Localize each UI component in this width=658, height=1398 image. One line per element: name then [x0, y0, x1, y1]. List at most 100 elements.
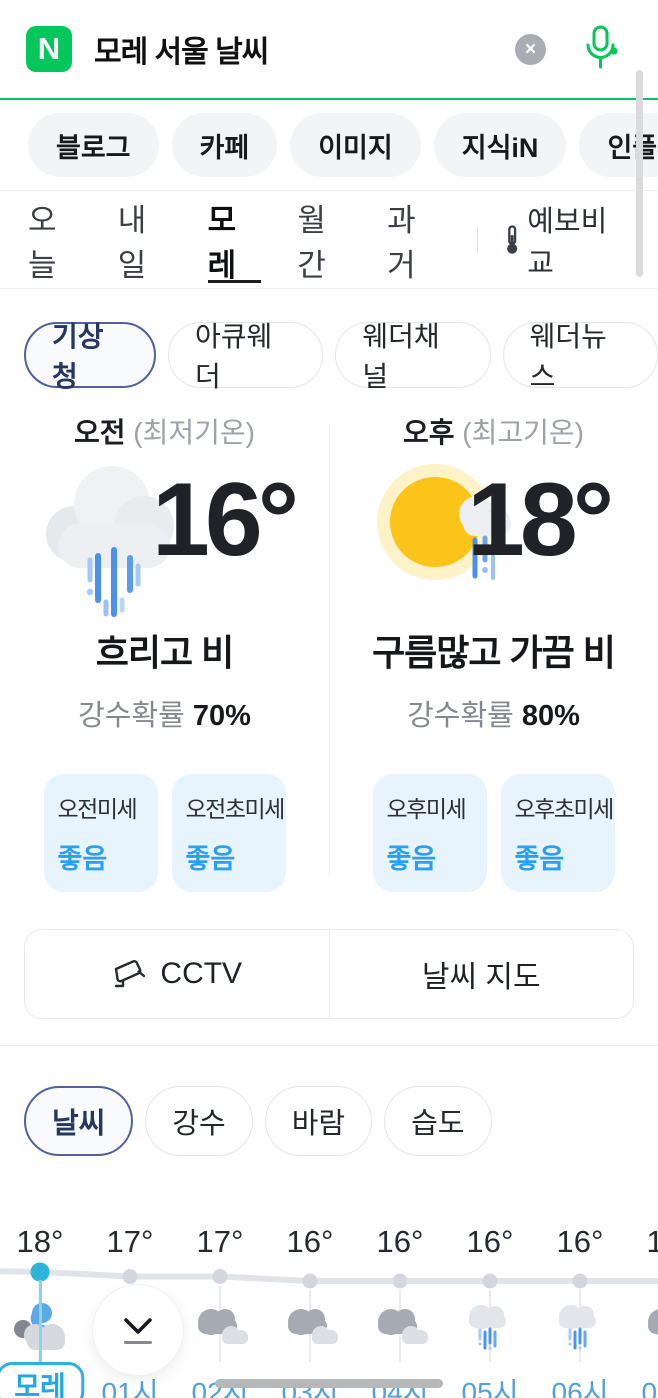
- am-precip-value: 70%: [192, 700, 251, 732]
- pm-header: 오후 (최고기온): [329, 418, 658, 448]
- weather-tab-bar: 오늘 내일 모레 월간 과거 예보비교: [0, 191, 658, 289]
- pm-condition: 구름많고 가끔 비: [372, 632, 616, 673]
- dust-label-am-ultrafine: 오전초미세: [185, 796, 286, 822]
- action-divider: [328, 930, 330, 1018]
- cctv-icon: [115, 960, 146, 988]
- pm-period-label: 오후: [402, 417, 455, 448]
- hour-time-6[interactable]: 06시: [551, 1377, 609, 1398]
- column-divider: [329, 424, 330, 876]
- am-dust-cards: 오전미세 좋음 오전초미세 좋음: [0, 774, 329, 892]
- dust-value-pm-fine: 좋음: [386, 844, 437, 874]
- cctv-label: CCTV: [160, 957, 243, 990]
- hour-temp-7: 16°: [646, 1224, 658, 1259]
- source-tab-kma[interactable]: 기상청: [24, 321, 156, 392]
- am-condition: 흐리고 비: [95, 632, 234, 673]
- nav-tab-blog[interactable]: 블로그: [28, 113, 159, 177]
- rain-cloud-icon: [46, 466, 174, 617]
- dust-label-am-fine: 오전미세: [57, 796, 138, 822]
- view-tab-precipitation[interactable]: 강수: [145, 1086, 253, 1156]
- tab-divider: [476, 226, 478, 253]
- hour-temp-5: 16°: [466, 1224, 514, 1259]
- pm-dust-cards: 오후미세 좋음 오후초미세 좋음: [329, 774, 658, 892]
- am-period-label: 오전: [73, 417, 126, 448]
- pm-precip-label: 강수확률: [407, 700, 514, 732]
- current-hour-pill: 모레: [0, 1362, 84, 1398]
- hour-temp-2: 17°: [196, 1224, 244, 1259]
- nav-tab-cafe[interactable]: 카페: [171, 113, 278, 177]
- chevron-down-icon: [124, 1318, 152, 1334]
- weather-map-button[interactable]: 날씨 지도: [330, 930, 634, 1018]
- am-visual: 16°: [0, 452, 329, 620]
- horizontal-scrollbar-thumb[interactable]: [215, 1379, 443, 1388]
- collapse-chart-button[interactable]: [92, 1284, 184, 1376]
- am-range-label: (최저기온): [133, 417, 255, 448]
- source-tab-weather-channel[interactable]: 웨더채널: [335, 321, 491, 392]
- thermometer-icon: [507, 224, 518, 254]
- pm-range-label: (최고기온): [462, 417, 584, 448]
- search-input[interactable]: 모레 서울 날씨: [94, 36, 269, 69]
- vertical-scrollbar-thumb[interactable]: [636, 70, 643, 277]
- source-tab-weather-news[interactable]: 웨더뉴스: [502, 321, 658, 392]
- dust-value-pm-ultrafine: 좋음: [514, 844, 565, 874]
- forecast-compare-link[interactable]: 예보비교: [504, 198, 630, 282]
- weather-map-label: 날씨 지도: [421, 961, 541, 994]
- cloud-icon: [367, 1302, 433, 1360]
- weather-tabs: 오늘 내일 모레 월간 과거: [28, 191, 477, 288]
- voice-search-icon[interactable]: [582, 24, 620, 74]
- cloud-icon: [187, 1302, 253, 1360]
- weather-tab-tomorrow[interactable]: 내일: [117, 202, 147, 283]
- source-tabs: 기상청 아큐웨더 웨더채널 웨더뉴스: [0, 321, 658, 392]
- collapse-underline: [124, 1341, 152, 1344]
- view-tab-humidity[interactable]: 습도: [384, 1086, 492, 1156]
- selected-hour-line: [39, 1280, 42, 1386]
- view-tab-wind[interactable]: 바람: [264, 1086, 373, 1156]
- dust-label-pm-fine: 오후미세: [386, 796, 467, 822]
- hour-time-5[interactable]: 05시: [461, 1377, 519, 1398]
- weather-tab-today[interactable]: 오늘: [28, 202, 57, 283]
- cloud-rain-icon: [457, 1302, 523, 1360]
- action-bar: CCTV 날씨 지도: [24, 929, 634, 1019]
- pm-precip: 강수확률 80%: [329, 692, 658, 734]
- search-header: N 모레 서울 날씨 ×: [0, 0, 658, 100]
- hour-temp-3: 16°: [286, 1224, 334, 1259]
- naver-logo[interactable]: N: [26, 26, 72, 72]
- hour-temp-0: 18°: [16, 1224, 64, 1259]
- nav-tab-influencer[interactable]: 인플루언서: [579, 113, 658, 177]
- nav-tabs: 블로그카페이미지지식iN인플루언서: [0, 100, 658, 191]
- dust-value-am-fine: 좋음: [57, 844, 108, 874]
- dust-value-am-ultrafine: 좋음: [185, 844, 236, 874]
- hour-time-7[interactable]: 07시: [641, 1377, 658, 1398]
- source-tab-accuweather[interactable]: 아큐웨더: [168, 321, 324, 392]
- am-temperature: 16°: [152, 462, 299, 578]
- weather-tab-monthly[interactable]: 월간: [297, 202, 326, 283]
- hourly-chart: 18°모레17°01시17°02시16°03시16°04시16°05시16°06…: [0, 1214, 658, 1398]
- hour-temp-1: 17°: [106, 1224, 154, 1259]
- forecast-section: 오전 (최저기온) 16°: [0, 418, 658, 892]
- view-tab-weather[interactable]: 날씨: [24, 1086, 134, 1156]
- weather-tab-past[interactable]: 과거: [387, 202, 416, 283]
- am-precip-label: 강수확률: [78, 700, 185, 732]
- clear-search-icon[interactable]: ×: [515, 33, 546, 65]
- pm-visual: 18°: [329, 452, 658, 620]
- dust-label-pm-ultrafine: 오후초미세: [514, 796, 615, 822]
- hour-temp-6: 16°: [556, 1224, 604, 1259]
- weather-tab-day-after-tomorrow[interactable]: 모레: [207, 191, 262, 289]
- nav-tab-kin[interactable]: 지식iN: [433, 113, 567, 177]
- section-divider: [0, 1045, 658, 1046]
- am-header: 오전 (최저기온): [0, 418, 329, 448]
- pm-column: 오후 (최고기온) 18° 구름많고 가끔 비: [329, 418, 658, 892]
- am-precip: 강수확률 70%: [0, 692, 329, 734]
- cloud-icon: [637, 1302, 658, 1360]
- am-column: 오전 (최저기온) 16°: [0, 418, 329, 892]
- hour-temp-4: 16°: [376, 1224, 424, 1259]
- pm-precip-value: 80%: [521, 700, 580, 732]
- cloud-icon: [277, 1302, 343, 1360]
- pm-temperature: 18°: [467, 462, 614, 578]
- compare-label: 예보비교: [527, 205, 608, 280]
- cctv-button[interactable]: CCTV: [25, 930, 329, 1018]
- nav-tab-image[interactable]: 이미지: [290, 113, 421, 177]
